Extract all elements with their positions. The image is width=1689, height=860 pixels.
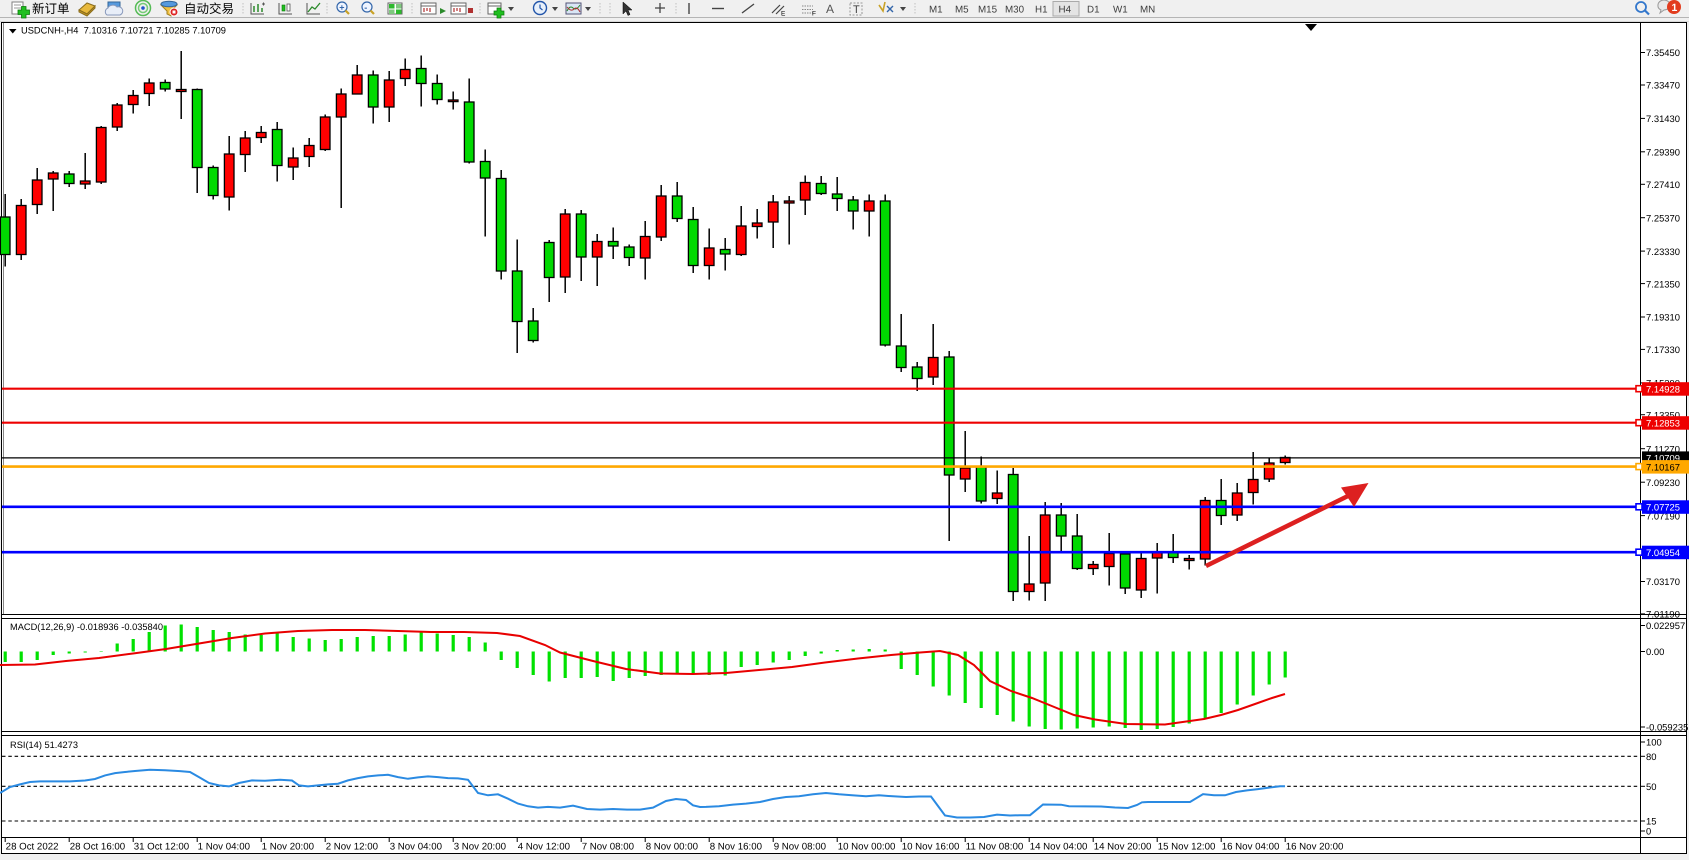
svg-text:M1: M1 <box>929 5 943 16</box>
svg-text:7.21350: 7.21350 <box>1646 278 1680 289</box>
svg-text:7.13350: 7.13350 <box>1646 409 1680 420</box>
svg-text:100: 100 <box>1646 737 1662 748</box>
svg-text:7.33470: 7.33470 <box>1646 80 1680 91</box>
svg-text:7.10709: 7.10709 <box>1646 453 1680 464</box>
svg-text:16 Nov 20:00: 16 Nov 20:00 <box>1286 842 1344 853</box>
svg-text:7 Nov 08:00: 7 Nov 08:00 <box>582 842 635 853</box>
svg-text:F: F <box>812 11 816 18</box>
svg-text:9 Nov 08:00: 9 Nov 08:00 <box>774 842 827 853</box>
svg-text:15 Nov 12:00: 15 Nov 12:00 <box>1158 842 1216 853</box>
svg-text:M5: M5 <box>955 5 969 16</box>
svg-text:7.11270: 7.11270 <box>1646 443 1680 454</box>
svg-text:8 Nov 00:00: 8 Nov 00:00 <box>646 842 699 853</box>
svg-text:7.27410: 7.27410 <box>1646 179 1680 190</box>
svg-text:0: 0 <box>1646 826 1651 837</box>
svg-text:15: 15 <box>1646 816 1657 827</box>
svg-text:自动交易: 自动交易 <box>184 2 234 16</box>
svg-text:28 Oct 2022: 28 Oct 2022 <box>6 842 59 853</box>
svg-text:10 Nov 00:00: 10 Nov 00:00 <box>838 842 896 853</box>
svg-text:H1: H1 <box>1035 5 1048 16</box>
svg-text:4 Nov 12:00: 4 Nov 12:00 <box>518 842 571 853</box>
svg-text:7.04954: 7.04954 <box>1646 547 1680 558</box>
svg-text:7.07725: 7.07725 <box>1646 502 1680 513</box>
svg-text:7.03170: 7.03170 <box>1646 576 1680 587</box>
svg-text:7.35450: 7.35450 <box>1646 47 1680 58</box>
svg-text:USDCNH-,H4 7.10316 7.10721 7.: USDCNH-,H4 7.10316 7.10721 7.10285 7.107… <box>21 25 226 36</box>
svg-text:MACD(12,26,9) -0.018936 -0.035: MACD(12,26,9) -0.018936 -0.035840 <box>10 622 163 632</box>
svg-text:E: E <box>781 11 786 18</box>
svg-text:RSI(14) 51.4273: RSI(14) 51.4273 <box>10 740 78 750</box>
svg-text:7.29390: 7.29390 <box>1646 147 1680 158</box>
svg-text:T: T <box>853 4 860 16</box>
svg-text:8 Nov 16:00: 8 Nov 16:00 <box>710 842 763 853</box>
svg-text:-0.059235: -0.059235 <box>1646 722 1688 733</box>
svg-text:MN: MN <box>1140 5 1155 16</box>
svg-text:W1: W1 <box>1113 5 1128 16</box>
svg-text:7.09230: 7.09230 <box>1646 477 1680 488</box>
svg-text:7.23330: 7.23330 <box>1646 246 1680 257</box>
svg-text:7.07190: 7.07190 <box>1646 510 1680 521</box>
svg-text:16 Nov 04:00: 16 Nov 04:00 <box>1222 842 1280 853</box>
svg-text:7.25370: 7.25370 <box>1646 212 1680 223</box>
svg-text:14 Nov 20:00: 14 Nov 20:00 <box>1094 842 1152 853</box>
svg-text:28 Oct 16:00: 28 Oct 16:00 <box>70 842 126 853</box>
svg-text:7.10167: 7.10167 <box>1646 462 1680 473</box>
svg-text:-: - <box>364 3 367 13</box>
svg-text:7.31430: 7.31430 <box>1646 113 1680 124</box>
svg-text:7.19310: 7.19310 <box>1646 312 1680 323</box>
svg-text:7.17330: 7.17330 <box>1646 344 1680 355</box>
svg-text:M30: M30 <box>1005 5 1025 16</box>
svg-text:10 Nov 16:00: 10 Nov 16:00 <box>902 842 960 853</box>
svg-text:14 Nov 04:00: 14 Nov 04:00 <box>1030 842 1088 853</box>
svg-text:A: A <box>826 2 834 16</box>
svg-text:H4: H4 <box>1059 5 1072 16</box>
svg-text:0.00: 0.00 <box>1646 646 1664 657</box>
svg-text:新订单: 新订单 <box>32 2 70 16</box>
svg-text:M15: M15 <box>978 5 998 16</box>
svg-text:31 Oct 12:00: 31 Oct 12:00 <box>134 842 190 853</box>
svg-text:3 Nov 20:00: 3 Nov 20:00 <box>454 842 507 853</box>
svg-text:7.14928: 7.14928 <box>1646 384 1680 395</box>
svg-text:1: 1 <box>1672 2 1678 14</box>
svg-text:D1: D1 <box>1087 5 1100 16</box>
svg-text:80: 80 <box>1646 751 1657 762</box>
svg-text:7.01190: 7.01190 <box>1646 609 1680 620</box>
svg-text:+: + <box>339 3 344 13</box>
svg-text:7.12853: 7.12853 <box>1646 418 1680 429</box>
svg-text:11 Nov 08:00: 11 Nov 08:00 <box>966 842 1024 853</box>
svg-text:1 Nov 20:00: 1 Nov 20:00 <box>262 842 315 853</box>
svg-text:0.022957: 0.022957 <box>1646 620 1685 631</box>
svg-text:2 Nov 12:00: 2 Nov 12:00 <box>326 842 379 853</box>
svg-text:50: 50 <box>1646 781 1657 792</box>
svg-text:1 Nov 04:00: 1 Nov 04:00 <box>198 842 251 853</box>
svg-text:3 Nov 04:00: 3 Nov 04:00 <box>390 842 443 853</box>
